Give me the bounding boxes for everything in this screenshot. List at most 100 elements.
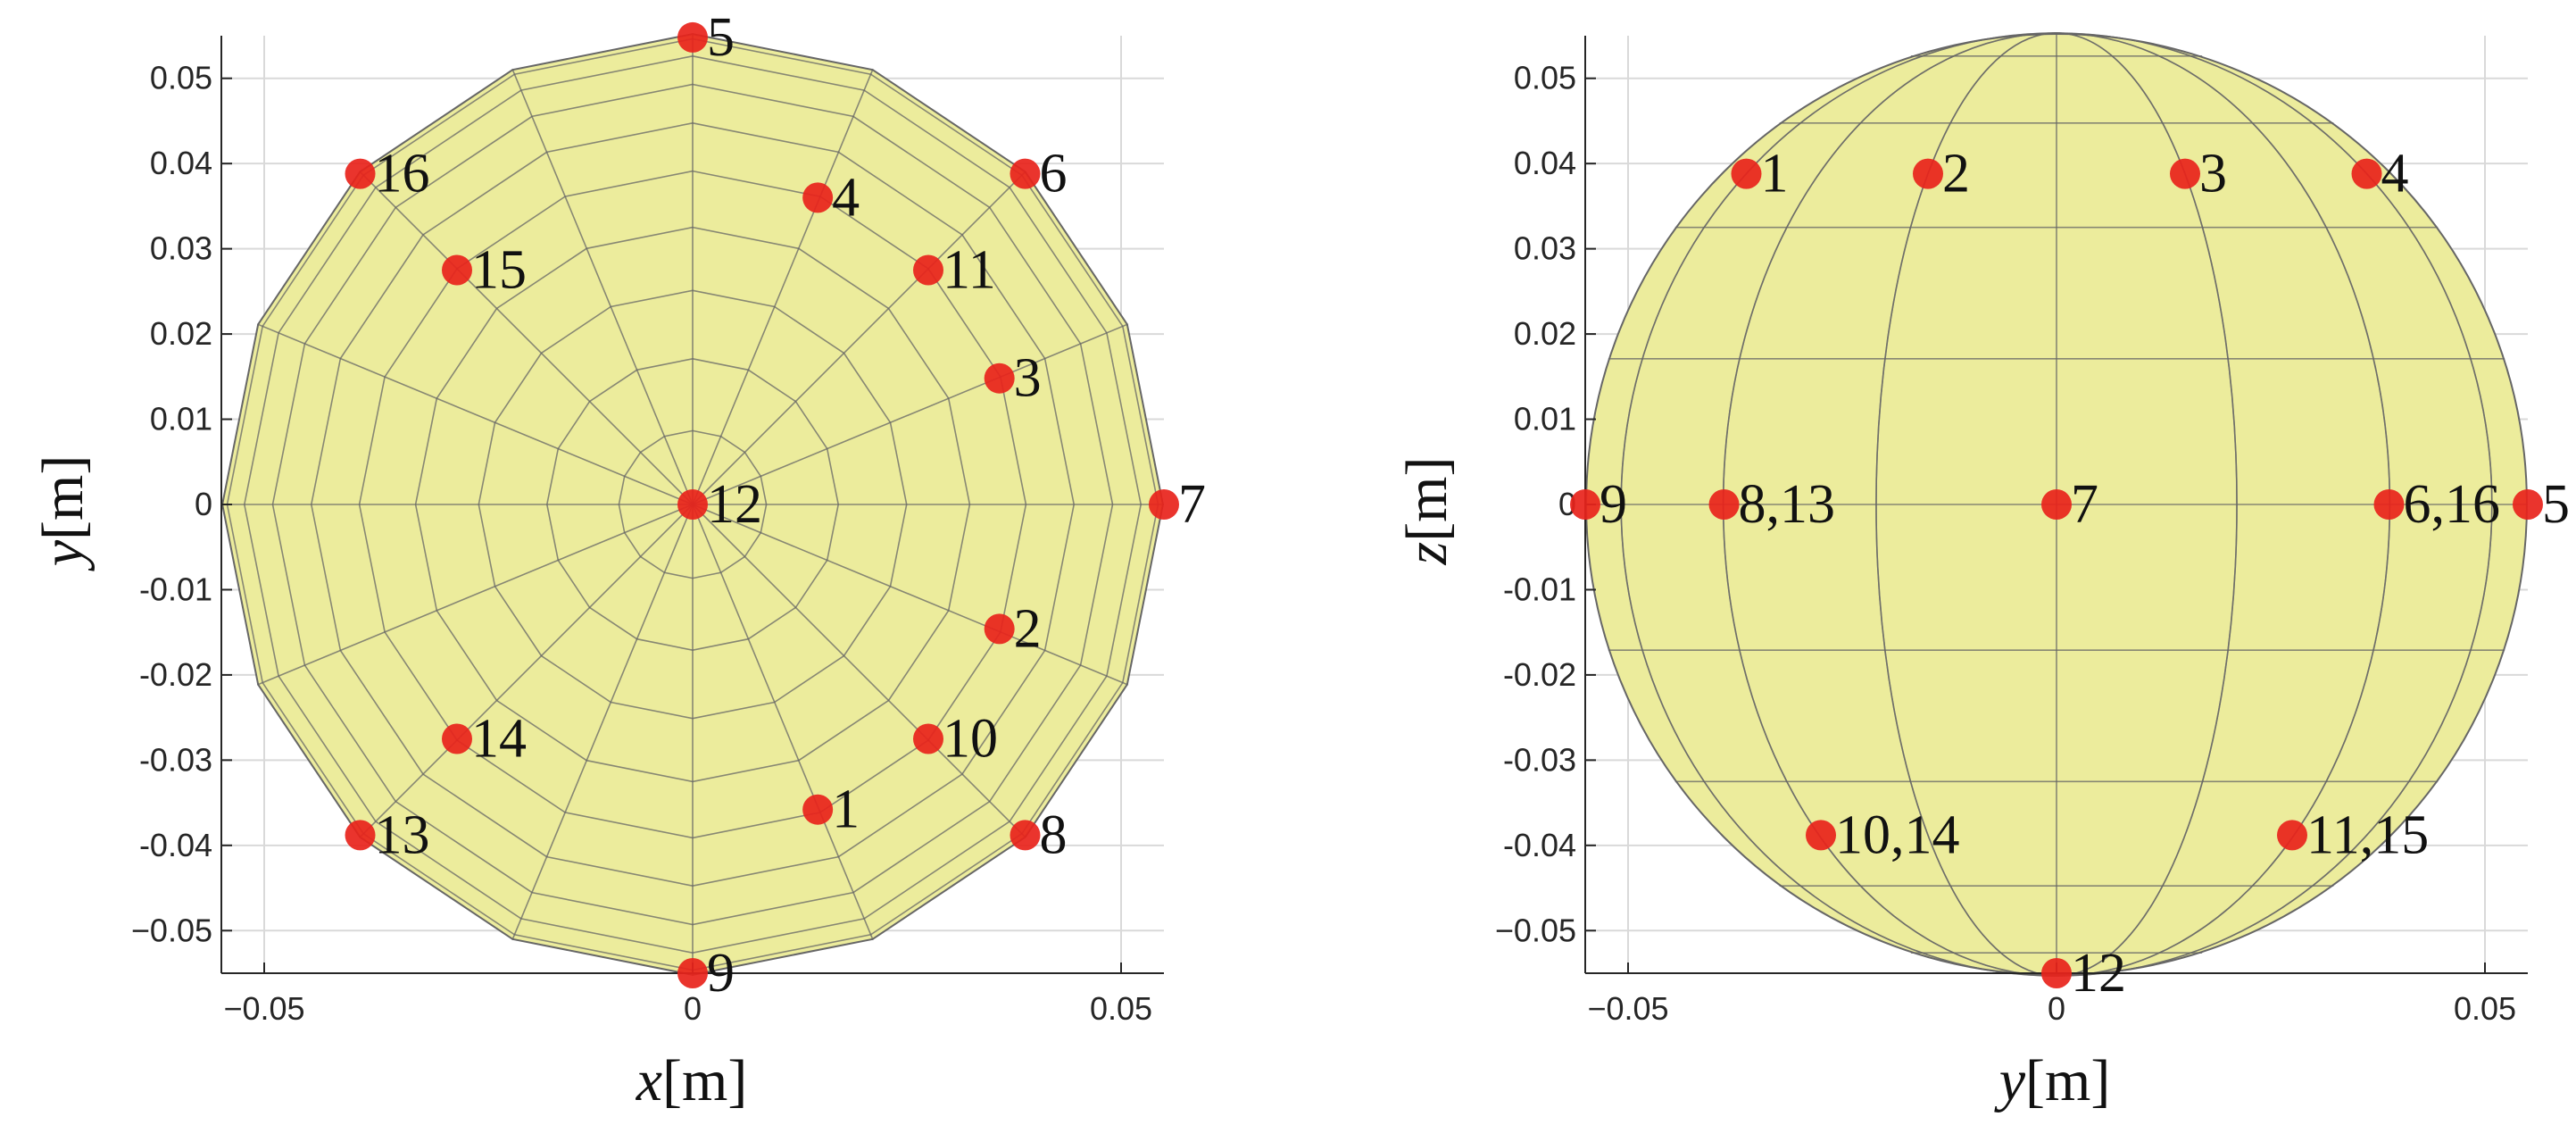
- y-tick-label: 0.04: [150, 145, 212, 181]
- x-tick-label: 0: [2048, 990, 2065, 1027]
- meridian-line: [359, 504, 694, 838]
- point-label: 9: [1600, 474, 1627, 535]
- point-label: 3: [1014, 348, 1042, 409]
- side-view-plot: −0.05 0 0.05 0.05 0.04 0.03 0.02 0.01 0 -0.01 -0.0…: [1394, 32, 2570, 1113]
- point-marker: [2373, 489, 2405, 520]
- point-label: 6: [1039, 144, 1067, 204]
- y-tick-label: -0.04: [1503, 827, 1576, 863]
- point-marker: [442, 723, 472, 754]
- point-marker: [1010, 820, 1041, 851]
- point-marker: [345, 820, 376, 851]
- point-label: 1: [1760, 144, 1788, 204]
- point-marker: [1010, 158, 1041, 189]
- ylabel-0: y[m]: [30, 455, 96, 572]
- point-marker: [2041, 489, 2072, 520]
- x-tick-label: 0: [684, 990, 702, 1027]
- y-tick-label: 0: [195, 486, 212, 522]
- point-marker: [913, 723, 943, 754]
- meridian-line: [692, 171, 1026, 505]
- meridian-line: [256, 323, 694, 505]
- point-label: 2: [1014, 598, 1042, 659]
- point-label: 12: [2071, 943, 2126, 1004]
- point-marker: [1708, 489, 1740, 520]
- point-label: 6,16: [2403, 474, 2500, 535]
- point-marker: [1806, 820, 1836, 851]
- point-label: 15: [471, 240, 527, 301]
- y-tick-label: 0.01: [1514, 401, 1576, 438]
- y-tick-label: −0.05: [1495, 912, 1576, 948]
- y-tick-label: -0.01: [1503, 571, 1576, 607]
- point-marker: [1731, 158, 1762, 189]
- y-tick-label: −0.05: [131, 912, 212, 948]
- point-label: 4: [832, 167, 860, 228]
- plot-area-1: −0.05 0 0.05 0.05 0.04 0.03 0.02 0.01 0 -0.01 -0.0…: [1495, 32, 2570, 1027]
- y-tick-label: -0.01: [139, 571, 212, 607]
- point-marker: [677, 958, 708, 988]
- meridian-line: [692, 504, 874, 941]
- point-marker: [913, 254, 943, 286]
- point-marker: [984, 362, 1015, 394]
- point-marker: [1570, 489, 1600, 520]
- point-label: 3: [2199, 144, 2227, 204]
- y-tick-label: 0.05: [150, 60, 212, 96]
- point-marker: [345, 158, 376, 189]
- y-tick-label: 0.05: [1514, 60, 1576, 96]
- y-tick-label: 0: [1558, 486, 1576, 522]
- xlabel-1: y[m]: [1994, 1048, 2111, 1113]
- y-tick-label: -0.03: [139, 741, 212, 778]
- point-label: 10: [943, 709, 998, 770]
- ylabel-1: z[m]: [1394, 457, 1459, 566]
- point-marker: [2351, 158, 2382, 189]
- meridian-line: [256, 504, 694, 686]
- y-tick-label: 0.03: [150, 230, 212, 267]
- point-label: 2: [1942, 144, 1970, 204]
- point-label: 16: [375, 144, 430, 204]
- meridian-line: [692, 504, 1026, 838]
- point-label: 13: [375, 804, 430, 865]
- point-marker: [2170, 158, 2200, 189]
- top-view-plot: −0.05 0 0.05 0.05 0.04 0.03 0.02 0.01 0 -0.01 -0.0…: [30, 7, 1206, 1113]
- meridian-line: [692, 504, 1129, 686]
- y-tick-label: 0.02: [1514, 315, 1576, 352]
- point-label: 14: [471, 709, 527, 770]
- y-tick-label: -0.02: [139, 656, 212, 693]
- point-label: 1: [832, 779, 860, 840]
- y-tick-label: -0.03: [1503, 741, 1576, 778]
- point-label: 8,13: [1739, 474, 1836, 535]
- x-tick-label: 0.05: [1090, 990, 1152, 1027]
- point-label: 10,14: [1835, 804, 1960, 865]
- point-marker: [677, 21, 708, 53]
- point-marker: [2041, 958, 2072, 988]
- y-tick-label: 0.02: [150, 315, 212, 352]
- point-marker: [802, 794, 834, 825]
- point-label: 5: [2542, 474, 2570, 535]
- point-marker: [677, 489, 708, 520]
- y-tick-label: 0.01: [150, 401, 212, 438]
- point-label: 5: [707, 7, 735, 68]
- point-label: 9: [707, 943, 735, 1004]
- meridian-line: [511, 68, 694, 505]
- point-marker: [802, 182, 834, 213]
- x-tick-label: −0.05: [223, 990, 304, 1027]
- meridian-line: [511, 504, 694, 941]
- point-label: 8: [1039, 804, 1067, 865]
- xlabel-0: x[m]: [636, 1048, 748, 1113]
- point-marker: [984, 613, 1015, 645]
- point-label: 11: [943, 240, 996, 301]
- plot-area-0: −0.05 0 0.05 0.05 0.04 0.03 0.02 0.01 0 -0.01 -0.0…: [131, 7, 1206, 1027]
- point-label: 12: [707, 474, 762, 535]
- point-marker: [2277, 820, 2307, 851]
- point-label: 7: [1178, 474, 1206, 535]
- point-marker: [442, 254, 472, 286]
- point-marker: [1149, 489, 1179, 520]
- point-label: 7: [2071, 474, 2098, 535]
- y-tick-label: 0.03: [1514, 230, 1576, 267]
- meridian-line: [692, 68, 874, 505]
- x-tick-label: 0.05: [2454, 990, 2516, 1027]
- point-label: 11,15: [2306, 804, 2429, 865]
- meridian-line: [692, 323, 1129, 505]
- y-tick-label: -0.02: [1503, 656, 1576, 693]
- point-marker: [2513, 489, 2543, 520]
- point-label: 4: [2381, 144, 2409, 204]
